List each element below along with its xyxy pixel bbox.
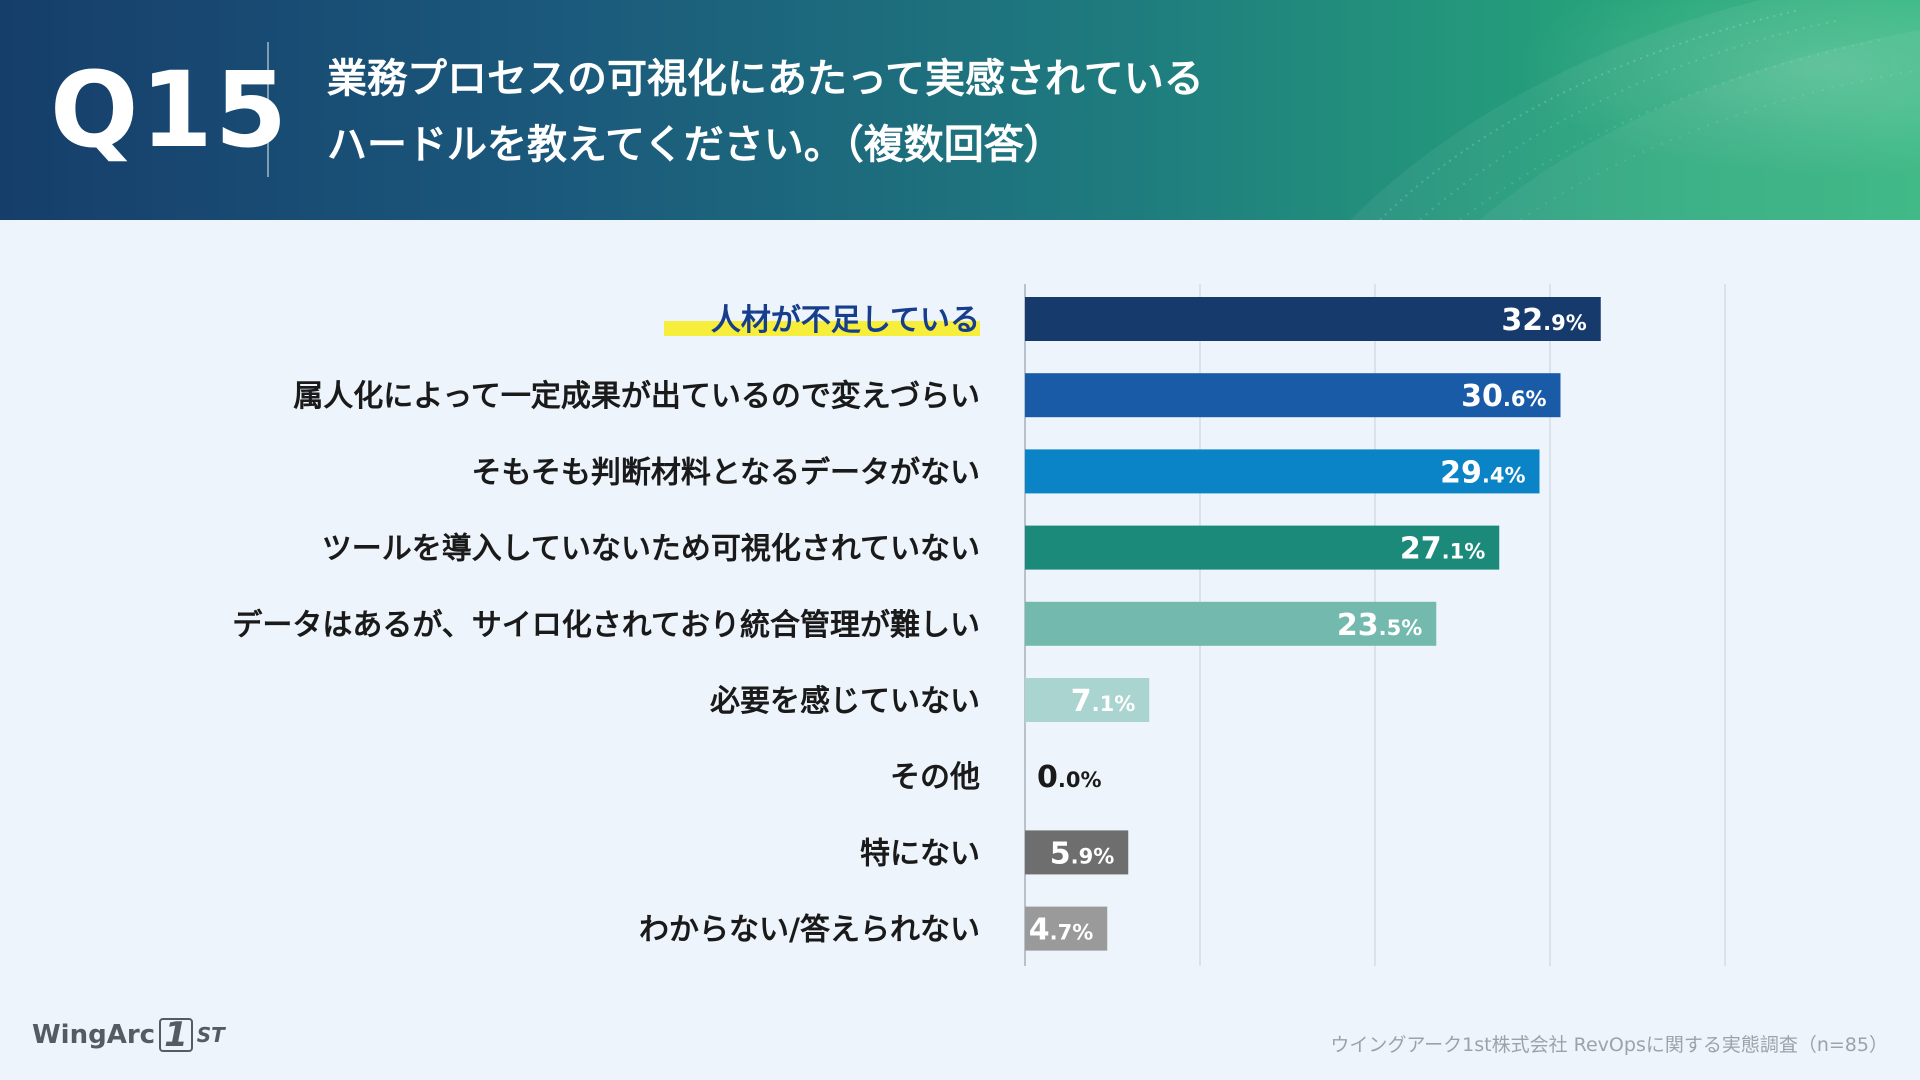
category-label: 必要を感じていない: [710, 684, 980, 719]
data-label: 23.5%: [1337, 608, 1422, 643]
category-label: 特にない: [860, 836, 980, 871]
bar: [1025, 373, 1561, 418]
data-label: 27.1%: [1400, 532, 1485, 567]
data-label: 0.0%: [1037, 760, 1102, 795]
source-footnote: ウイングアーク1st株式会社 RevOpsに関する実態調査（n=85）: [1330, 1034, 1888, 1056]
bar: [1025, 525, 1500, 570]
category-label: その他: [890, 760, 980, 795]
data-label: 29.4%: [1440, 455, 1525, 490]
wingarc-logo: WingArc 1 ST: [32, 1018, 225, 1052]
category-label: 属人化によって一定成果が出ているので変えづらい: [293, 379, 980, 414]
category-label: わからない/答えられない: [639, 913, 980, 948]
category-label: データはあるが、サイロ化されており統合管理が難しい: [232, 608, 980, 643]
header-wave-decoration: [1300, 0, 1920, 220]
header-band: Q15 業務プロセスの可視化にあたって実感されている ハードルを教えてください。…: [0, 0, 1920, 220]
bar: [1025, 678, 1150, 722]
question-title: 業務プロセスの可視化にあたって実感されている ハードルを教えてください。（複数回…: [327, 46, 1327, 178]
bar: [1025, 449, 1540, 494]
bar: [1025, 601, 1437, 646]
logo-text: WingArc: [32, 1020, 156, 1050]
data-label: 4.7%: [1029, 913, 1094, 948]
data-label: 5.9%: [1050, 836, 1115, 871]
bar-chart: 人材が不足している 32.9% 属人化によって一定成果が出ているので変えづらい 30.…: [232, 284, 1726, 966]
question-number: Q15: [50, 49, 290, 171]
data-label: 7.1%: [1071, 684, 1136, 719]
category-label: そもそも判断材料となるデータがない: [472, 455, 981, 490]
data-label: 30.6%: [1461, 379, 1546, 414]
bar: [1025, 830, 1129, 875]
header-divider: [267, 42, 269, 177]
category-label: ツールを導入していないため可視化されていない: [322, 532, 980, 567]
bar: [1025, 297, 1601, 341]
question-title-line-2: ハードルを教えてください。（複数回答）: [327, 122, 1064, 168]
logo-mark: 1: [159, 1018, 193, 1052]
data-label: 32.9%: [1501, 303, 1586, 338]
logo-suffix: ST: [196, 1023, 225, 1047]
category-highlight-marker: [664, 321, 980, 336]
question-title-line-1: 業務プロセスの可視化にあたって実感されている: [327, 56, 1204, 102]
category-label: 人材が不足している: [711, 303, 980, 338]
bar: [1025, 906, 1108, 951]
